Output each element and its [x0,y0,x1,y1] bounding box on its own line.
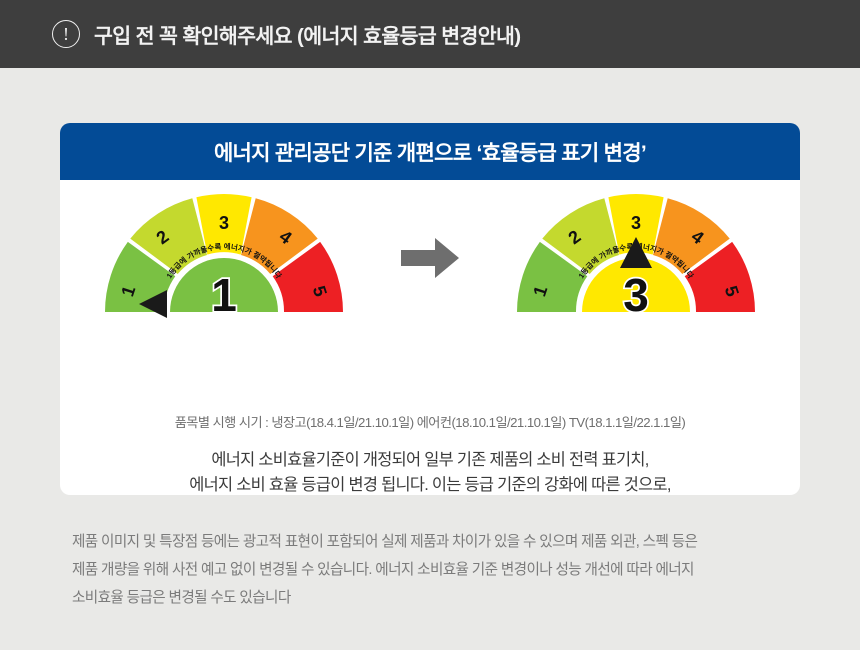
after-gauge-svg: 1 2 3 4 5 1등급에 가까울수록 에너지가 절약됩니다 3 [517,194,755,323]
after-gauge-segments [517,194,755,312]
card-title-bar: 에너지 관리공단 기준 개편으로 ‘효율등급 표기 변경’ [60,123,800,180]
gauge-comparison-row: 1 2 3 4 5 1등급에 가까울수록 에너지가 절약됩니다 1 [60,188,800,328]
after-gauge: 1 2 3 4 5 1등급에 가까울수록 에너지가 절약됩니다 3 [507,192,765,324]
up-triangle-pointer [620,237,652,268]
card-title: 에너지 관리공단 기준 개편으로 ‘효율등급 표기 변경’ [213,141,647,165]
page-header: ! 구입 전 꼭 확인해주세요 (에너지 효율등급 변경안내) [0,0,860,68]
notice-card: 에너지 관리공단 기준 개편으로 ‘효율등급 표기 변경’ [60,123,800,495]
segment-label-3: 3 [631,213,641,233]
segment-3 [196,194,252,255]
exclamation-circle-icon: ! [52,20,80,48]
before-gauge: 1 2 3 4 5 1등급에 가까울수록 에너지가 절약됩니다 1 [95,192,353,324]
disclaimer-text: 제품 이미지 및 특장점 등에는 광고적 표현이 포함되어 실제 제품과 차이가… [72,528,796,612]
before-gauge-segments [104,194,343,312]
description-block: 에너지 소비효율기준이 개정되어 일부 기존 제품의 소비 전력 표기치, 에너… [60,448,800,495]
schedule-note: 품목별 시행 시기 : 냉장고(18.4.1일/21.10.1일) 에어컨(18… [174,415,686,430]
segment-4 [653,198,730,274]
exclamation-mark: ! [63,24,69,44]
segment-4 [241,198,318,274]
before-grade-disc [170,258,278,312]
disclaimer-line-3: 소비효율 등급은 변경될 수도 있습니다 [72,590,291,606]
segment-5 [684,241,755,312]
segment-1 [104,241,176,312]
left-triangle-pointer [139,290,167,318]
card-body: 1 2 3 4 5 1등급에 가까울수록 에너지가 절약됩니다 1 [60,180,800,495]
segment-2 [542,198,619,274]
before-gauge-svg: 1 2 3 4 5 1등급에 가까울수록 에너지가 절약됩니다 1 [104,194,343,323]
segment-1 [517,241,588,312]
page-title: 구입 전 꼭 확인해주세요 (에너지 효율등급 변경안내) [94,25,521,48]
segment-label-3: 3 [219,213,229,233]
description-line-2: 에너지 소비 효율 등급이 변경 됩니다. 이는 등급 기준의 강화에 따른 것… [189,476,671,494]
right-arrow-icon [401,238,459,278]
segment-5 [272,241,343,312]
before-grade-number: 1 [211,269,237,321]
disclaimer-line-1: 제품 이미지 및 특장점 등에는 광고적 표현이 포함되어 실제 제품과 차이가… [72,534,698,550]
segment-2 [130,198,207,274]
segment-3 [608,194,664,255]
after-grade-number: 3 [623,269,649,321]
disclaimer-line-2: 제품 개량을 위해 사전 예고 없이 변경될 수 있습니다. 에너지 소비효율 … [72,562,694,578]
after-grade-disc [582,258,690,312]
description-line-1: 에너지 소비효율기준이 개정되어 일부 기존 제품의 소비 전력 표기치, [211,451,649,469]
